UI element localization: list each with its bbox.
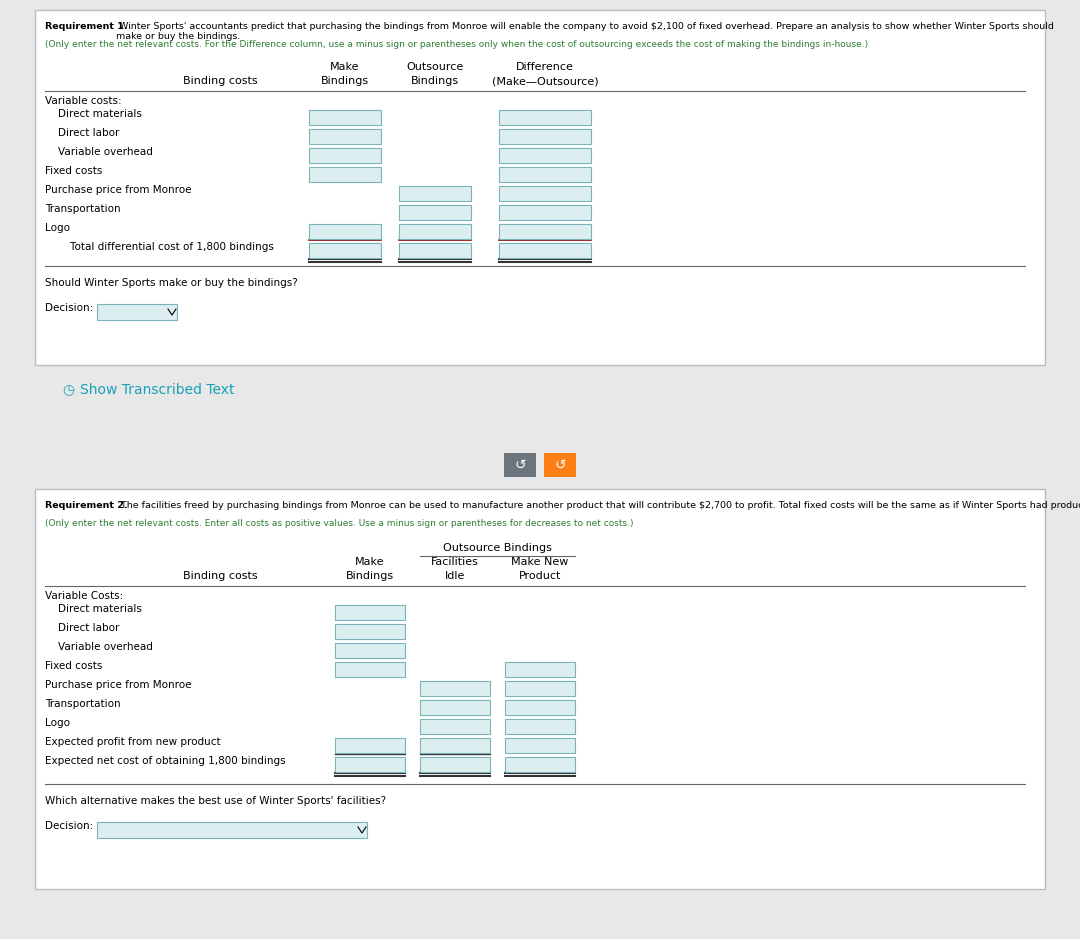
Bar <box>309 167 381 182</box>
Bar <box>505 757 575 772</box>
Bar <box>499 205 591 220</box>
Text: Transportation: Transportation <box>45 204 121 214</box>
Bar <box>505 738 575 753</box>
Bar <box>335 757 405 772</box>
Bar <box>499 243 591 258</box>
Text: Difference: Difference <box>516 62 573 72</box>
Text: Make: Make <box>330 62 360 72</box>
Bar <box>335 643 405 658</box>
Bar <box>504 453 536 477</box>
Bar <box>97 822 367 838</box>
Text: Fixed costs: Fixed costs <box>45 661 103 671</box>
Bar <box>399 205 471 220</box>
Bar <box>499 148 591 163</box>
Text: Outsource Bindings: Outsource Bindings <box>443 543 552 553</box>
Text: Requirement 2.: Requirement 2. <box>45 501 127 510</box>
Bar <box>309 148 381 163</box>
Text: Bindings: Bindings <box>410 76 459 86</box>
Bar <box>544 453 576 477</box>
Bar <box>309 110 381 125</box>
Text: Variable overhead: Variable overhead <box>45 642 153 652</box>
Text: (Make—Outsource): (Make—Outsource) <box>491 76 598 86</box>
Text: Binding costs: Binding costs <box>183 76 257 86</box>
Bar <box>399 243 471 258</box>
Text: Make New: Make New <box>511 557 569 567</box>
Text: ↺: ↺ <box>554 458 566 472</box>
Text: Direct materials: Direct materials <box>45 109 141 119</box>
Bar <box>505 662 575 677</box>
Bar <box>499 167 591 182</box>
Bar <box>309 129 381 144</box>
Bar <box>309 224 381 239</box>
Text: Make: Make <box>355 557 384 567</box>
Text: Idle: Idle <box>445 571 465 581</box>
Text: Facilities: Facilities <box>431 557 478 567</box>
Text: The facilities freed by purchasing bindings from Monroe can be used to manufactu: The facilities freed by purchasing bindi… <box>118 501 1080 510</box>
Bar <box>399 186 471 201</box>
Text: Which alternative makes the best use of Winter Sports' facilities?: Which alternative makes the best use of … <box>45 796 387 806</box>
Bar <box>420 738 490 753</box>
Text: Purchase price from Monroe: Purchase price from Monroe <box>45 680 191 690</box>
Text: Expected profit from new product: Expected profit from new product <box>45 737 220 747</box>
Text: (Only enter the net relevant costs. Enter all costs as positive values. Use a mi: (Only enter the net relevant costs. Ente… <box>45 519 634 528</box>
Bar <box>420 700 490 715</box>
Bar <box>499 129 591 144</box>
Text: Show Transcribed Text: Show Transcribed Text <box>80 383 234 397</box>
Text: Variable overhead: Variable overhead <box>45 147 153 157</box>
Text: Logo: Logo <box>45 223 70 233</box>
Bar <box>499 186 591 201</box>
Text: Logo: Logo <box>45 718 70 728</box>
Text: Requirement 1.: Requirement 1. <box>45 22 127 31</box>
Text: Direct labor: Direct labor <box>45 623 120 633</box>
Bar <box>505 700 575 715</box>
Text: Variable Costs:: Variable Costs: <box>45 591 123 601</box>
Text: (Only enter the net relevant costs. For the Difference column, use a minus sign : (Only enter the net relevant costs. For … <box>45 40 868 49</box>
Text: Bindings: Bindings <box>321 76 369 86</box>
Bar <box>499 110 591 125</box>
Bar <box>505 719 575 734</box>
Text: Total differential cost of 1,800 bindings: Total differential cost of 1,800 binding… <box>57 242 274 252</box>
Text: Direct materials: Direct materials <box>45 604 141 614</box>
Text: Outsource: Outsource <box>406 62 463 72</box>
Bar <box>499 224 591 239</box>
Text: ↺: ↺ <box>514 458 526 472</box>
Text: Variable costs:: Variable costs: <box>45 96 122 106</box>
Bar <box>420 719 490 734</box>
Text: Winter Sports' accountants predict that purchasing the bindings from Monroe will: Winter Sports' accountants predict that … <box>116 22 1054 41</box>
Bar <box>35 10 1045 365</box>
Text: Product: Product <box>518 571 562 581</box>
Bar <box>335 738 405 753</box>
Bar <box>399 224 471 239</box>
Bar <box>97 304 177 320</box>
Text: Should Winter Sports make or buy the bindings?: Should Winter Sports make or buy the bin… <box>45 278 298 288</box>
Bar <box>35 489 1045 889</box>
Text: Decision:: Decision: <box>45 821 93 831</box>
Text: Fixed costs: Fixed costs <box>45 166 103 176</box>
Bar <box>505 681 575 696</box>
Text: Transportation: Transportation <box>45 699 121 709</box>
Text: Direct labor: Direct labor <box>45 128 120 138</box>
Bar <box>335 662 405 677</box>
Bar <box>420 757 490 772</box>
Text: ◷: ◷ <box>62 383 75 397</box>
Text: Decision:: Decision: <box>45 303 93 313</box>
Text: Purchase price from Monroe: Purchase price from Monroe <box>45 185 191 195</box>
Bar <box>335 605 405 620</box>
Text: Bindings: Bindings <box>346 571 394 581</box>
Text: Binding costs: Binding costs <box>183 571 257 581</box>
Bar <box>309 243 381 258</box>
Bar <box>420 681 490 696</box>
Text: Expected net cost of obtaining 1,800 bindings: Expected net cost of obtaining 1,800 bin… <box>45 756 285 766</box>
Bar <box>335 624 405 639</box>
